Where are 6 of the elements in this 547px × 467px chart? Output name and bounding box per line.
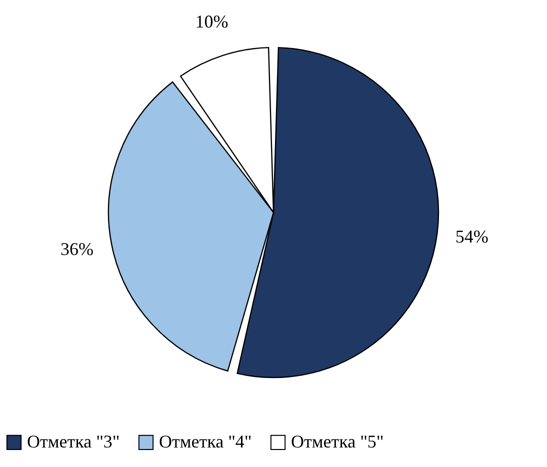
legend-label: Отметка "5"	[291, 431, 384, 452]
legend-label: Отметка "4"	[159, 431, 252, 452]
data-label: 54%	[455, 226, 488, 247]
legend-label: Отметка "3"	[27, 431, 120, 452]
data-label: 10%	[195, 11, 228, 32]
data-label: 36%	[60, 238, 94, 259]
